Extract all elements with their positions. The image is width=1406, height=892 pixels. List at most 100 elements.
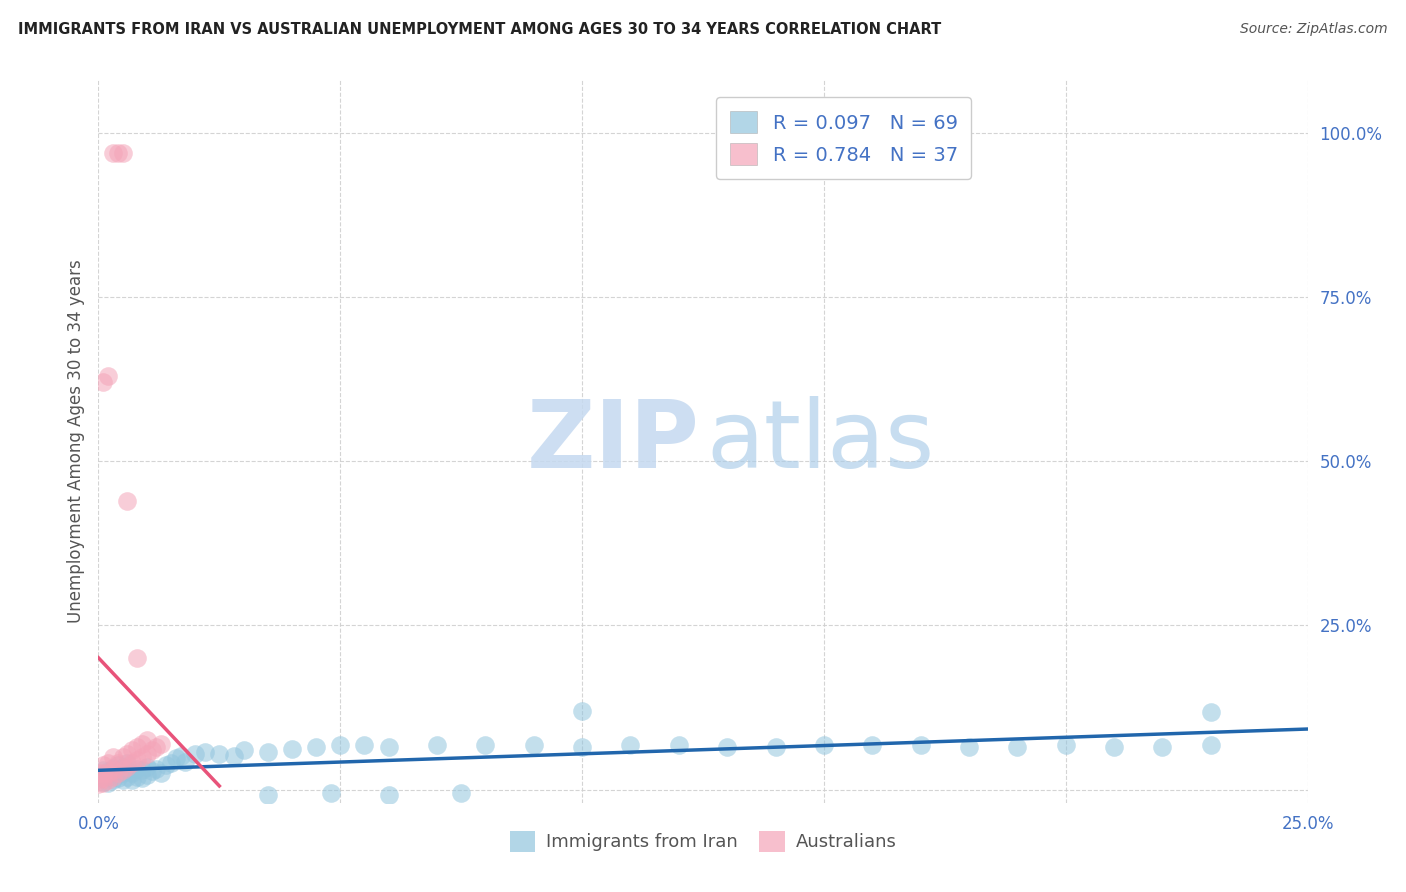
Point (97, 368, 120, 383)
Point (256, 788, 278, 802)
Point (305, 739, 328, 754)
Point (117, 493, 139, 508)
Point (474, 738, 496, 752)
Point (87, 772, 110, 787)
Point (377, 788, 399, 802)
Point (121, 756, 143, 771)
Point (145, 762, 167, 776)
Point (107, 145, 129, 160)
Point (135, 760, 157, 774)
Point (101, 772, 124, 787)
Point (765, 739, 787, 754)
Point (329, 738, 352, 752)
Point (155, 757, 177, 772)
Point (131, 771, 153, 785)
Point (117, 756, 139, 771)
Point (87, 777, 110, 791)
Point (111, 772, 134, 787)
Point (135, 768, 157, 782)
Point (1152, 739, 1174, 754)
Point (117, 763, 139, 777)
Point (127, 762, 149, 776)
Point (127, 739, 149, 754)
Point (107, 757, 129, 772)
Point (860, 738, 883, 752)
Point (111, 763, 134, 777)
Point (1102, 739, 1125, 754)
Point (1054, 738, 1077, 752)
Point (121, 743, 143, 757)
Point (184, 747, 207, 761)
Point (101, 761, 124, 775)
Point (150, 737, 173, 751)
Point (117, 747, 139, 761)
Point (127, 770, 149, 784)
Point (107, 771, 129, 785)
Point (145, 739, 167, 754)
Text: ZIP: ZIP (526, 395, 699, 488)
Point (256, 745, 278, 759)
Point (97, 776, 120, 790)
Point (101, 145, 124, 160)
Point (450, 786, 472, 800)
Point (910, 738, 932, 752)
Point (319, 786, 342, 800)
Point (131, 763, 153, 777)
Point (101, 766, 124, 780)
Point (101, 763, 124, 777)
Point (107, 764, 129, 779)
Text: IMMIGRANTS FROM IRAN VS AUSTRALIAN UNEMPLOYMENT AMONG AGES 30 TO 34 YEARS CORREL: IMMIGRANTS FROM IRAN VS AUSTRALIAN UNEMP… (18, 22, 942, 37)
Point (957, 739, 980, 754)
Point (353, 738, 375, 752)
Point (232, 743, 254, 757)
Y-axis label: Unemployment Among Ages 30 to 34 years: Unemployment Among Ages 30 to 34 years (66, 260, 84, 624)
Point (111, 749, 134, 764)
Point (121, 766, 143, 780)
Point (668, 738, 690, 752)
Point (131, 749, 153, 764)
Point (91, 757, 114, 772)
Point (208, 747, 231, 761)
Point (1007, 739, 1029, 754)
Point (571, 739, 593, 754)
Point (111, 145, 134, 160)
Point (813, 738, 835, 752)
Point (97, 764, 120, 779)
Point (107, 756, 129, 771)
Point (127, 753, 149, 767)
Point (160, 756, 183, 771)
Point (91, 763, 114, 777)
Point (716, 739, 738, 754)
Point (165, 751, 187, 765)
Point (135, 733, 157, 747)
Point (131, 737, 153, 751)
Point (111, 760, 134, 774)
Point (135, 747, 157, 761)
Point (141, 743, 163, 757)
Point (97, 756, 120, 771)
Point (107, 766, 129, 780)
Point (141, 764, 163, 779)
Point (97, 772, 120, 787)
Text: Source: ZipAtlas.com: Source: ZipAtlas.com (1240, 22, 1388, 37)
Point (377, 739, 399, 754)
Point (281, 742, 304, 756)
Point (91, 776, 114, 790)
Point (150, 766, 173, 780)
Text: atlas: atlas (707, 395, 935, 488)
Point (127, 651, 149, 665)
Point (101, 749, 124, 764)
Point (87, 766, 110, 780)
Point (91, 766, 114, 780)
Point (87, 771, 110, 785)
Point (111, 766, 134, 780)
Point (117, 760, 139, 774)
Point (97, 770, 120, 784)
Point (1199, 738, 1222, 752)
Point (194, 745, 217, 759)
Point (121, 772, 143, 787)
Point (571, 704, 593, 718)
Point (91, 774, 114, 789)
Point (91, 771, 114, 785)
Point (91, 768, 114, 782)
